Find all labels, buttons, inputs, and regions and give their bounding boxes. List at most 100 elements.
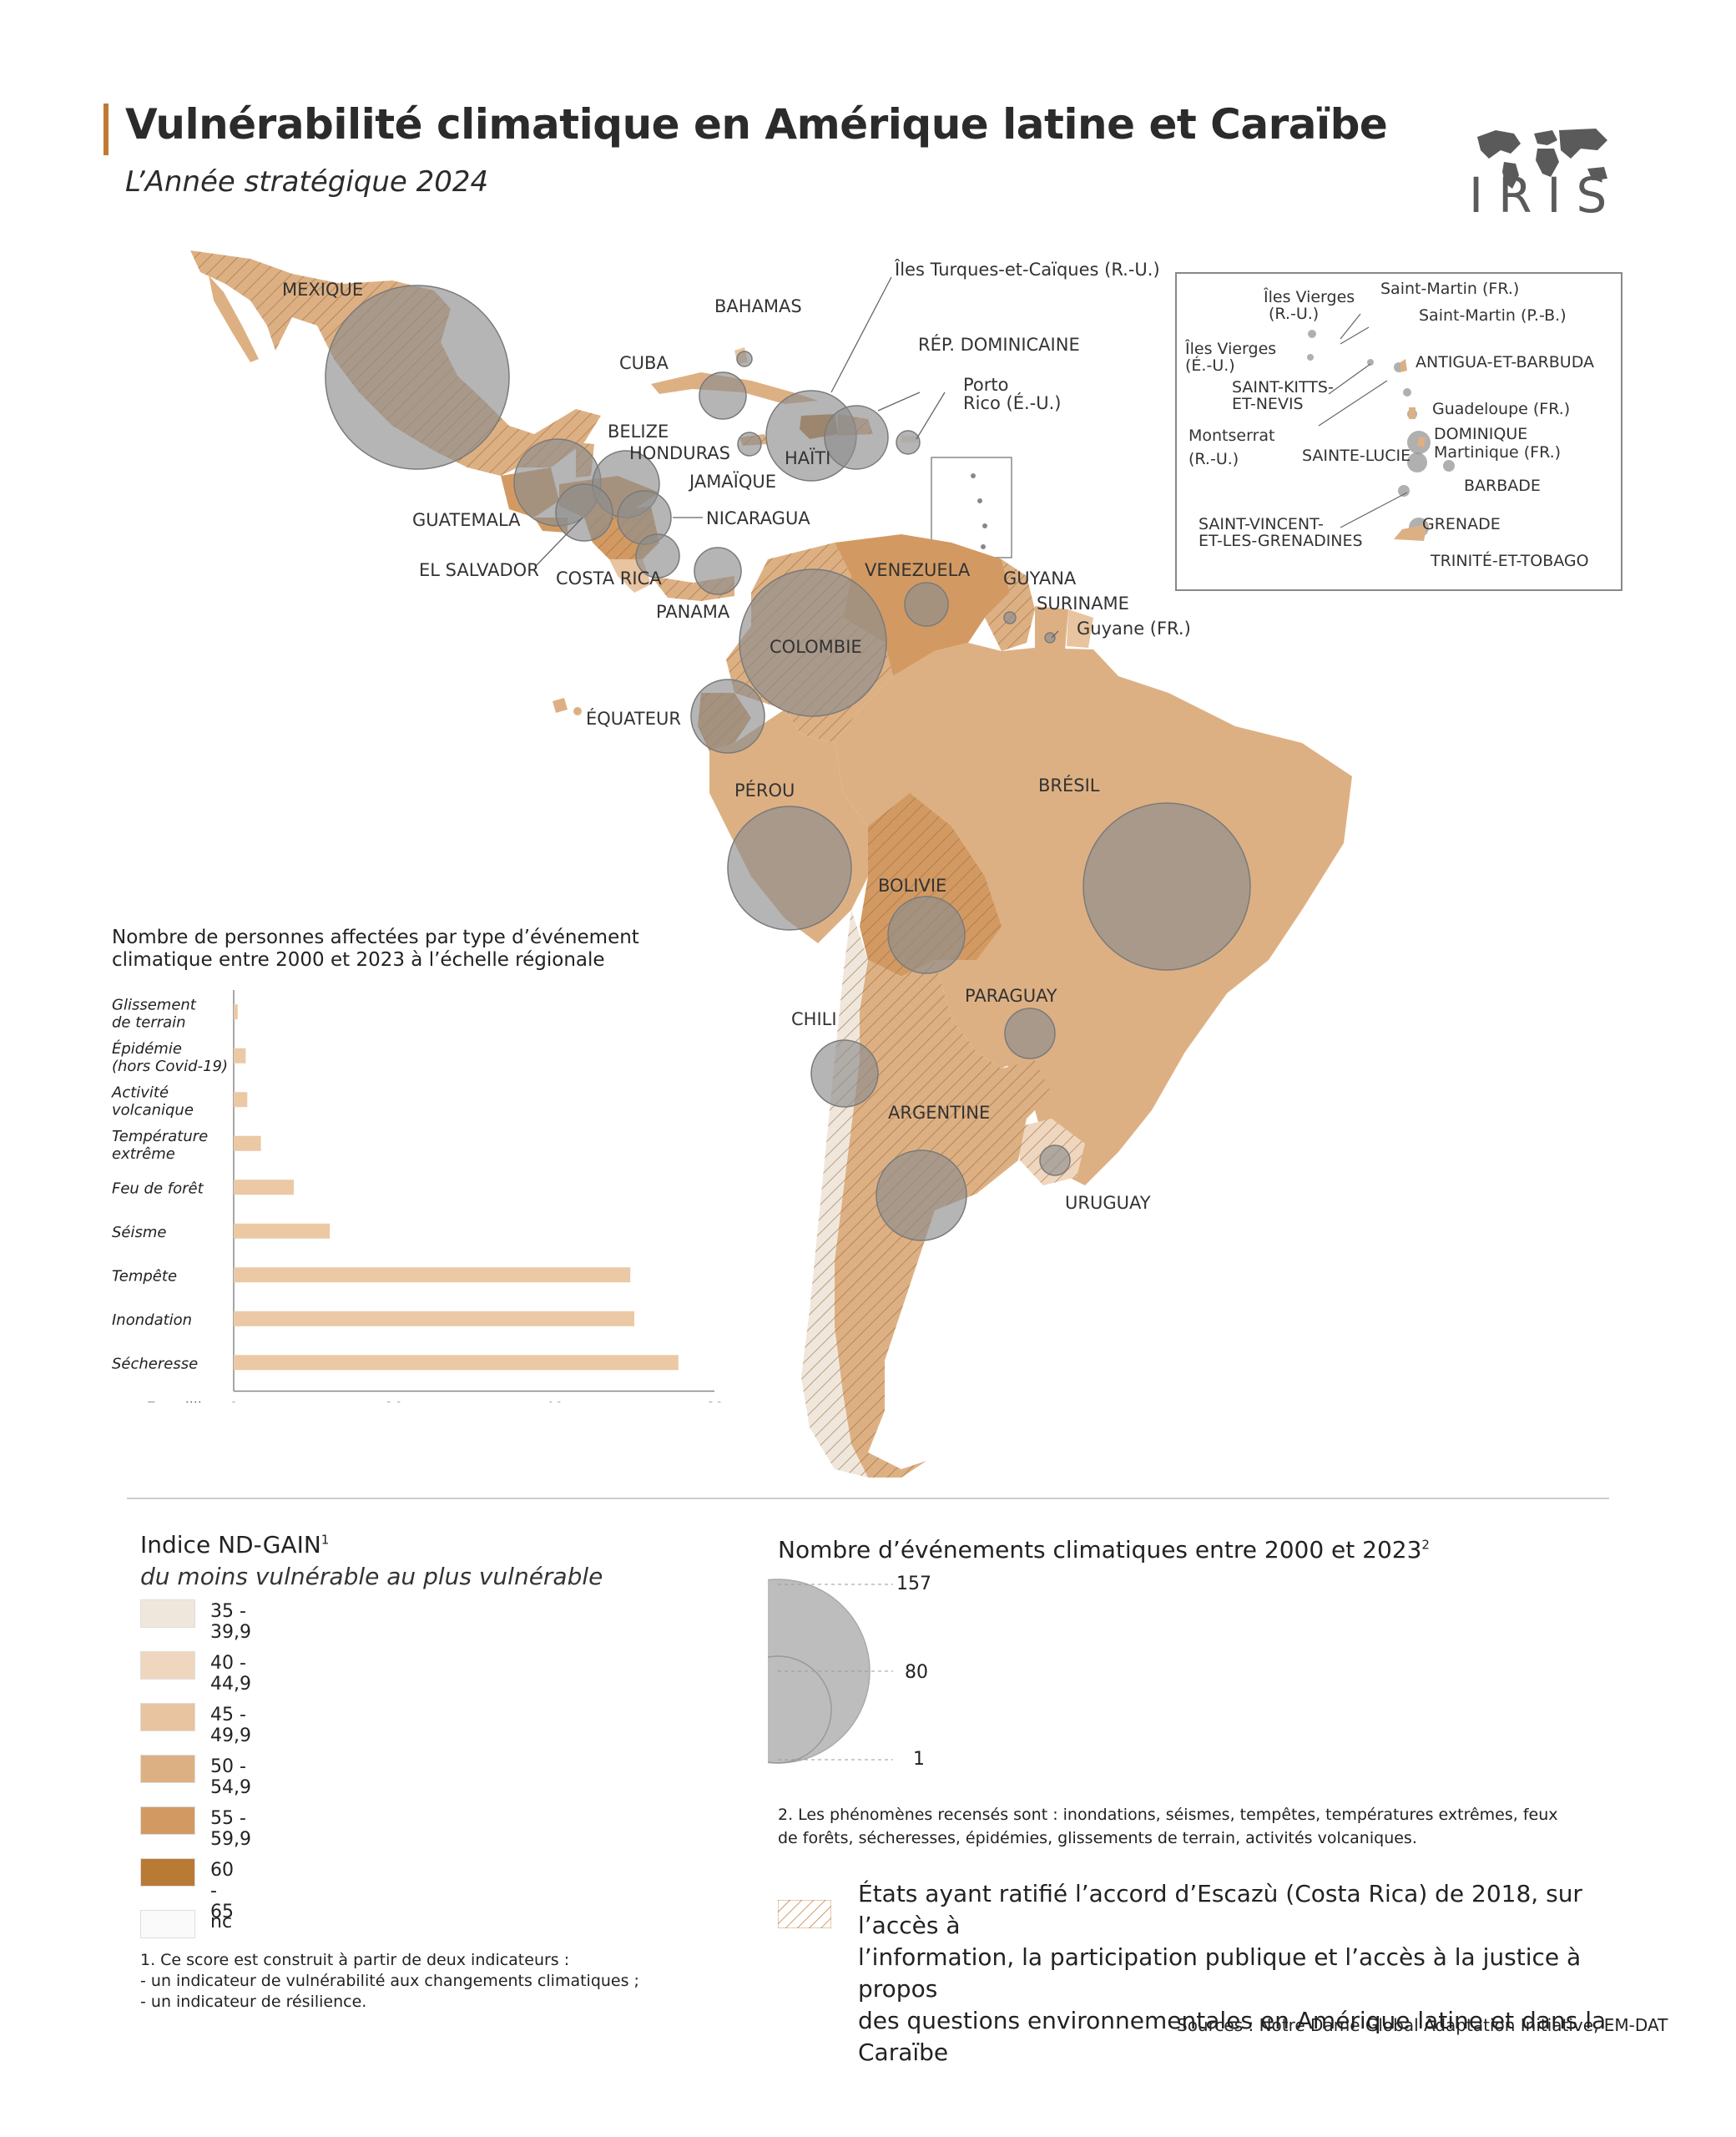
label-paraguay: PARAGUAY bbox=[965, 986, 1057, 1006]
legend-swatch bbox=[140, 1703, 195, 1731]
bar bbox=[234, 1267, 631, 1283]
bubble-venezuela bbox=[904, 582, 949, 627]
bubble-equateur bbox=[690, 679, 765, 754]
inset-label-saint-martin-fr: Saint-Martin (FR.) bbox=[1380, 280, 1519, 298]
x-axis-label: En millions bbox=[145, 1400, 227, 1403]
bar-category-label: Tempête bbox=[112, 1267, 177, 1285]
label-suriname: SURINAME bbox=[1037, 594, 1129, 614]
inset-label-iles-vierges-eu-2: (É.-U.) bbox=[1185, 356, 1235, 375]
bubble-bolivie bbox=[887, 896, 966, 974]
label-argentine: ARGENTINE bbox=[888, 1103, 990, 1123]
inset-label-grenade: GRENADE bbox=[1422, 515, 1501, 533]
label-rep-dominicaine: RÉP. DOMINICAINE bbox=[918, 334, 1080, 355]
bubble-legend-title: Nombre d’événements climatiques entre 20… bbox=[778, 1536, 1430, 1564]
bubble-cuba bbox=[699, 371, 747, 420]
inset-map: Îles Vierges (R.-U.) Saint-Martin (FR.) … bbox=[1184, 280, 1594, 570]
bubble-legend: 157 80 1 bbox=[768, 1574, 931, 1770]
bar bbox=[234, 1355, 679, 1371]
bubble-argentine bbox=[876, 1149, 967, 1241]
nd-gain-legend-title: Indice ND-GAIN1 bbox=[140, 1531, 330, 1559]
bubble-bresil bbox=[1082, 802, 1251, 971]
bubble-uruguay bbox=[1039, 1144, 1071, 1176]
legend-swatch bbox=[140, 1806, 195, 1835]
bubble-perou bbox=[727, 806, 852, 931]
bubble-legend-min: 1 bbox=[913, 1749, 925, 1770]
world-map-logo-icon bbox=[1477, 129, 1607, 189]
inset-label-st-vincent-2: ET-LES-GRENADINES bbox=[1199, 532, 1363, 550]
bar-category-label: Température extrême bbox=[112, 1128, 208, 1163]
legend-swatch bbox=[140, 1858, 195, 1887]
galapagos bbox=[553, 698, 568, 713]
label-perou: PÉROU bbox=[734, 780, 795, 801]
inset-label-guadeloupe: Guadeloupe (FR.) bbox=[1432, 400, 1570, 418]
sources: Sources : Notre Dame Global Adaptation I… bbox=[1177, 2015, 1668, 2035]
inset-label-montserrat-1: Montserrat bbox=[1188, 427, 1274, 445]
label-haiti: HAÏTI bbox=[785, 447, 830, 468]
legend-label: 40 - 44,9 bbox=[210, 1653, 251, 1695]
label-guatemala: GUATEMALA bbox=[412, 510, 521, 530]
inset-label-iles-vierges-eu-1: Îles Vierges bbox=[1184, 339, 1276, 358]
label-bahamas: BAHAMAS bbox=[714, 296, 802, 316]
inset-label-martinique: Martinique (FR.) bbox=[1434, 443, 1561, 462]
event-bubbles bbox=[325, 285, 1251, 1241]
label-el-salvador: EL SALVADOR bbox=[419, 560, 539, 580]
bar bbox=[234, 1311, 634, 1326]
x-tick-label: 20 bbox=[385, 1400, 404, 1403]
bar-category-label: Inondation bbox=[112, 1311, 192, 1329]
bubble-paraguay bbox=[1004, 1008, 1056, 1059]
inset-label-montserrat-2: (R.-U.) bbox=[1188, 450, 1239, 468]
page-title: Vulnérabilité climatique en Amérique lat… bbox=[125, 100, 1388, 149]
legend-swatch bbox=[140, 1651, 195, 1680]
label-bresil: BRÉSIL bbox=[1038, 775, 1100, 796]
inset-label-st-vincent-1: SAINT-VINCENT- bbox=[1199, 515, 1324, 533]
bar-category-label: Feu de forêt bbox=[112, 1180, 204, 1197]
bar bbox=[234, 1180, 294, 1195]
legend-label: 45 - 49,9 bbox=[210, 1705, 251, 1746]
bubble-guyana bbox=[1003, 611, 1017, 624]
country-suriname bbox=[1035, 606, 1068, 651]
bubble-rep-dominicaine bbox=[824, 405, 889, 470]
bar-category-label: Séisme bbox=[112, 1224, 167, 1241]
bubble-chili bbox=[810, 1039, 879, 1108]
label-costa-rica: COSTA RICA bbox=[556, 568, 662, 589]
inset-label-sainte-lucie: SAINTE-LUCIE bbox=[1302, 447, 1410, 465]
bar-chart: Glissement de terrain Épidémie (hors Covid-… bbox=[111, 990, 724, 1403]
title-accent-bar bbox=[103, 104, 108, 155]
label-guyana: GUYANA bbox=[1003, 568, 1077, 589]
bar-category-label: Glissement de terrain bbox=[112, 996, 197, 1031]
bubble-panama bbox=[694, 547, 742, 595]
note-2: 2. Les phénomènes recensés sont : inonda… bbox=[778, 1806, 1558, 1847]
label-jamaique: JAMAÏQUE bbox=[688, 471, 776, 492]
label-honduras: HONDURAS bbox=[629, 443, 730, 463]
label-uruguay: URUGUAY bbox=[1065, 1193, 1151, 1213]
bar-category-label: Épidémie (hors Covid-19) bbox=[112, 1039, 228, 1075]
iris-logo-text: IRIS bbox=[1469, 167, 1622, 224]
bubble-bahamas bbox=[736, 351, 753, 367]
x-tick-label: 0 bbox=[229, 1400, 238, 1403]
label-mexique: MEXIQUE bbox=[282, 280, 363, 300]
bubble-colombie bbox=[739, 568, 887, 717]
x-tick-label: 40 bbox=[545, 1400, 564, 1403]
bar bbox=[234, 1092, 248, 1108]
label-guyane: Guyane (FR.) bbox=[1077, 619, 1191, 639]
page-subtitle: L’Année stratégique 2024 bbox=[125, 165, 489, 199]
inset-label-saint-martin-pb: Saint-Martin (P.-B.) bbox=[1419, 306, 1567, 325]
bubble-porto-rico bbox=[896, 430, 921, 455]
bar bbox=[234, 1004, 238, 1020]
label-belize: BELIZE bbox=[608, 422, 669, 442]
legend-swatch bbox=[140, 1910, 195, 1938]
escazu-description: États ayant ratifié l’accord d’Escazù (C… bbox=[858, 1880, 1607, 2066]
legend-label: nc bbox=[210, 1912, 233, 1932]
inset-label-dominique: DOMINIQUE bbox=[1434, 425, 1527, 443]
legend-swatch bbox=[140, 1755, 195, 1783]
legend-label: 60 - 65 bbox=[210, 1860, 234, 1922]
baja-california bbox=[209, 275, 259, 362]
nd-gain-legend-subtitle: du moins vulnérable au plus vulnérable bbox=[140, 1563, 603, 1590]
bar bbox=[234, 1135, 261, 1151]
bubble-jamaique bbox=[737, 432, 762, 457]
inset-label-trinite: TRINITÉ-ET-TOBAGO bbox=[1430, 551, 1589, 570]
label-equateur: ÉQUATEUR bbox=[586, 708, 681, 729]
label-porto-rico-1: Porto bbox=[963, 375, 1008, 395]
label-colombie: COLOMBIE bbox=[770, 637, 862, 657]
map: MEXIQUE CUBA BAHAMAS Îles Turques-et-Caï… bbox=[190, 250, 1352, 1478]
